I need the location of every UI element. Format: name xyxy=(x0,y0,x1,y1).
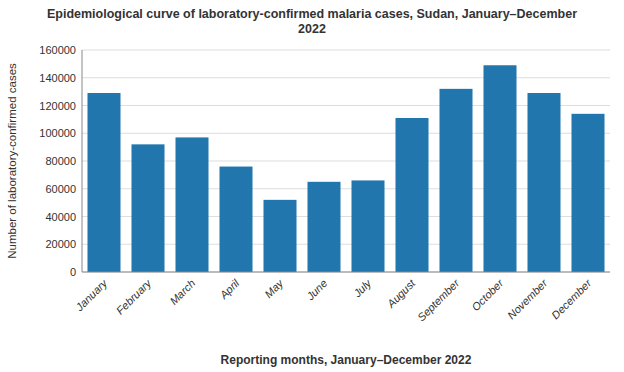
x-tick-label: May xyxy=(262,276,286,300)
y-tick-label: 100000 xyxy=(39,127,76,139)
grid-line xyxy=(82,272,610,273)
grid xyxy=(82,50,610,272)
x-tick-label: January xyxy=(73,276,111,314)
chart-svg: Epidemiological curve of laboratory-conf… xyxy=(0,0,624,372)
y-axis-label: Number of laboratory-confirmed cases xyxy=(6,63,18,259)
y-tick-label: 160000 xyxy=(39,44,76,56)
chart-title-line: 2022 xyxy=(298,22,326,36)
page: {"chart_data": {"type": "bar", "title": … xyxy=(0,0,624,372)
chart-container: Epidemiological curve of laboratory-conf… xyxy=(0,0,624,372)
x-tick-label: September xyxy=(415,276,462,323)
x-axis-label: Reporting months, January–December 2022 xyxy=(221,353,472,367)
grid-line xyxy=(82,50,610,51)
x-tick-label: June xyxy=(303,277,329,303)
bar xyxy=(176,137,209,272)
bar xyxy=(572,114,605,272)
y-tick-label: 0 xyxy=(70,266,76,278)
x-tick-label: March xyxy=(167,277,197,307)
bar xyxy=(528,93,561,272)
bar xyxy=(440,89,473,272)
bar xyxy=(352,180,385,272)
chart-title: Epidemiological curve of laboratory-conf… xyxy=(47,7,577,36)
bar xyxy=(88,93,121,272)
x-tick-label: November xyxy=(505,276,550,321)
bar xyxy=(220,167,253,272)
x-axis-line xyxy=(82,272,610,273)
bar xyxy=(132,144,165,272)
y-tick-label: 40000 xyxy=(45,211,76,223)
y-tick-label: 20000 xyxy=(45,238,76,250)
x-tick-label: February xyxy=(114,276,155,317)
y-tick-label: 60000 xyxy=(45,183,76,195)
bar xyxy=(396,118,429,272)
y-tick-label: 140000 xyxy=(39,72,76,84)
x-tick-label: October xyxy=(469,276,506,313)
y-tick-label: 120000 xyxy=(39,100,76,112)
y-axis-line xyxy=(82,50,83,272)
bar xyxy=(308,182,341,272)
chart-title-line: Epidemiological curve of laboratory-conf… xyxy=(47,7,577,21)
bars xyxy=(88,65,605,272)
bar xyxy=(484,65,517,272)
x-tick-label: July xyxy=(350,276,374,300)
x-tick-label: April xyxy=(217,277,242,302)
x-tick-label: August xyxy=(384,276,418,310)
bar xyxy=(264,200,297,272)
y-axis-ticks: 0 20000 40000 60000 80000 100000 120000 140000 1… xyxy=(39,44,76,278)
y-tick-label: 80000 xyxy=(45,155,76,167)
x-axis-ticks: JanuaryFebruary March April May June July Augu… xyxy=(73,276,595,324)
x-tick-label: December xyxy=(549,276,594,321)
grid-line xyxy=(82,77,610,78)
